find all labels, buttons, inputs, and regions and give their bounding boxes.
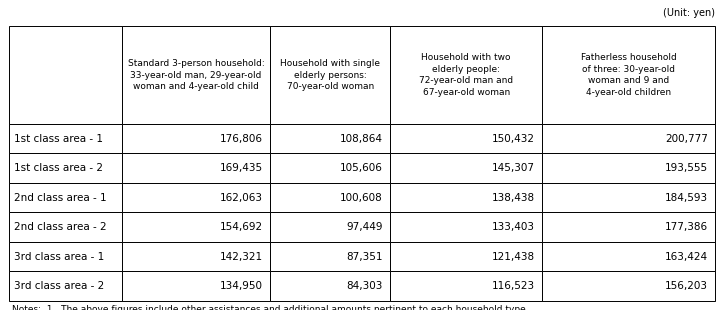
Bar — [9, 242, 122, 271]
Bar — [122, 183, 270, 212]
Text: 3rd class area - 1: 3rd class area - 1 — [14, 251, 105, 262]
Bar — [390, 153, 542, 183]
Bar — [542, 242, 715, 271]
Bar — [9, 212, 122, 242]
Text: 193,555: 193,555 — [665, 163, 708, 173]
Text: 156,203: 156,203 — [665, 281, 708, 291]
Text: 163,424: 163,424 — [665, 251, 708, 262]
Text: 162,063: 162,063 — [220, 193, 263, 203]
Bar — [9, 153, 122, 183]
Bar — [9, 124, 122, 153]
Bar — [542, 26, 715, 124]
Text: 1st class area - 2: 1st class area - 2 — [14, 163, 104, 173]
Bar — [122, 242, 270, 271]
Bar — [270, 212, 390, 242]
Bar — [9, 271, 122, 301]
Text: 133,403: 133,403 — [492, 222, 535, 232]
Bar — [122, 212, 270, 242]
Text: (Unit: yen): (Unit: yen) — [663, 8, 715, 18]
Bar — [122, 124, 270, 153]
Text: 2nd class area - 2: 2nd class area - 2 — [14, 222, 107, 232]
Text: 116,523: 116,523 — [492, 281, 535, 291]
Bar — [122, 271, 270, 301]
Bar — [390, 183, 542, 212]
Bar — [390, 271, 542, 301]
Text: Household with single
elderly persons:
70-year-old woman: Household with single elderly persons: 7… — [280, 59, 380, 91]
Text: 3rd class area - 2: 3rd class area - 2 — [14, 281, 105, 291]
Bar — [270, 242, 390, 271]
Bar — [542, 212, 715, 242]
Bar — [270, 271, 390, 301]
Text: Notes:  1.  The above figures include other assistances and additional amounts p: Notes: 1. The above figures include othe… — [12, 305, 529, 310]
Text: 2nd class area - 1: 2nd class area - 1 — [14, 193, 107, 203]
Bar — [542, 124, 715, 153]
Text: 84,303: 84,303 — [347, 281, 383, 291]
Text: 176,806: 176,806 — [220, 134, 263, 144]
Bar — [270, 183, 390, 212]
Bar — [122, 26, 270, 124]
Bar — [390, 124, 542, 153]
Text: Standard 3-person household:
33-year-old man, 29-year-old
woman and 4-year-old c: Standard 3-person household: 33-year-old… — [127, 59, 264, 91]
Text: 121,438: 121,438 — [492, 251, 535, 262]
Text: 100,608: 100,608 — [340, 193, 383, 203]
Text: 105,606: 105,606 — [340, 163, 383, 173]
Text: Household with two
elderly people:
72-year-old man and
67-year-old woman: Household with two elderly people: 72-ye… — [419, 54, 513, 97]
Text: 97,449: 97,449 — [347, 222, 383, 232]
Text: 1st class area - 1: 1st class area - 1 — [14, 134, 104, 144]
Text: 184,593: 184,593 — [665, 193, 708, 203]
Text: Fatherless household
of three: 30-year-old
woman and 9 and
4-year-old children: Fatherless household of three: 30-year-o… — [581, 54, 677, 97]
Text: 177,386: 177,386 — [665, 222, 708, 232]
Text: 142,321: 142,321 — [220, 251, 263, 262]
Bar — [542, 271, 715, 301]
Bar — [270, 153, 390, 183]
Bar — [9, 183, 122, 212]
Bar — [390, 242, 542, 271]
Text: 169,435: 169,435 — [220, 163, 263, 173]
Text: 134,950: 134,950 — [220, 281, 263, 291]
Text: 145,307: 145,307 — [492, 163, 535, 173]
Bar — [270, 124, 390, 153]
Text: 87,351: 87,351 — [347, 251, 383, 262]
Bar — [122, 153, 270, 183]
Text: 154,692: 154,692 — [220, 222, 263, 232]
Bar — [390, 212, 542, 242]
Text: 108,864: 108,864 — [340, 134, 383, 144]
Bar — [542, 153, 715, 183]
Text: 150,432: 150,432 — [492, 134, 535, 144]
Bar — [9, 26, 122, 124]
Text: 138,438: 138,438 — [492, 193, 535, 203]
Text: 200,777: 200,777 — [665, 134, 708, 144]
Bar — [270, 26, 390, 124]
Bar — [390, 26, 542, 124]
Bar — [542, 183, 715, 212]
